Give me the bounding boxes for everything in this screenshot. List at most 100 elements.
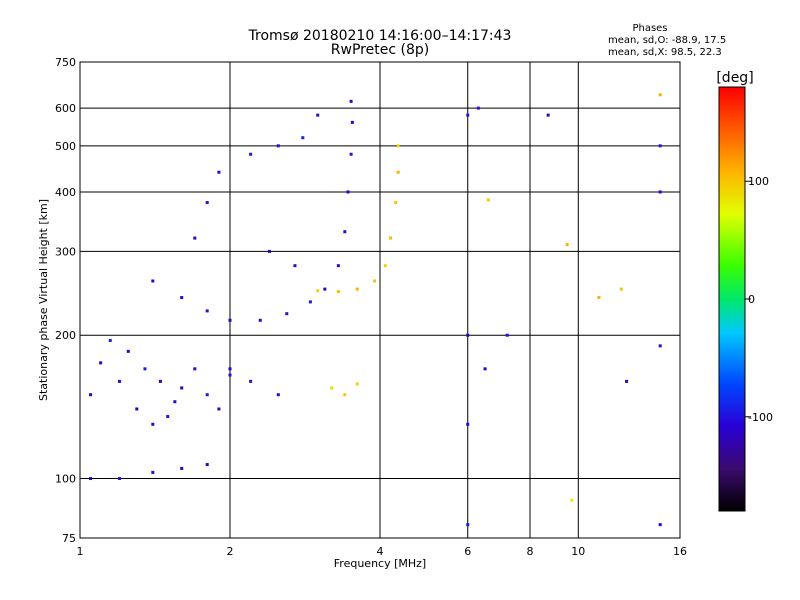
data-point	[249, 379, 253, 383]
data-point	[316, 113, 320, 117]
data-point	[383, 264, 387, 268]
data-point	[343, 393, 347, 397]
data-point	[205, 393, 209, 397]
data-point	[355, 287, 359, 291]
data-point	[308, 300, 312, 304]
data-point	[166, 414, 170, 418]
data-point	[349, 99, 353, 103]
x-tick-label: 8	[527, 545, 534, 558]
data-point	[466, 422, 470, 426]
y-tick-label: 400	[55, 186, 76, 199]
data-point	[276, 144, 280, 148]
data-point	[505, 333, 509, 337]
data-point	[173, 400, 177, 404]
data-point	[323, 287, 327, 291]
data-point	[117, 477, 121, 481]
chart-title: Tromsø 20180210 14:16:00–14:17:43	[248, 28, 512, 44]
x-tick-label: 10	[571, 545, 585, 558]
data-point	[466, 523, 470, 527]
data-point	[89, 393, 93, 397]
data-point	[285, 312, 289, 316]
y-tick-label: 750	[55, 56, 76, 69]
data-point	[396, 170, 400, 174]
data-point	[135, 407, 139, 411]
data-point	[228, 373, 232, 377]
info-line-x: mean, sd,X: 98.5, 22.3	[608, 47, 722, 58]
data-point	[597, 296, 601, 300]
data-point	[336, 264, 340, 268]
data-point	[249, 152, 253, 156]
data-point	[217, 407, 221, 411]
data-point	[151, 279, 155, 283]
data-point	[205, 201, 209, 205]
data-point	[228, 318, 232, 322]
data-point	[355, 382, 359, 386]
x-axis-ticks: 1 2 4 6 8 10 16	[77, 545, 688, 558]
colorbar-tick-label: 100	[748, 175, 769, 188]
data-point	[570, 498, 574, 502]
data-point	[466, 113, 470, 117]
data-point	[126, 349, 130, 353]
y-tick-label: 75	[62, 532, 76, 545]
data-point	[476, 106, 480, 110]
data-point	[301, 136, 305, 140]
data-point	[546, 113, 550, 117]
data-point	[658, 93, 662, 97]
colorbar-tick-label: 0	[748, 293, 755, 306]
x-tick-label: 6	[464, 545, 471, 558]
data-point	[205, 463, 209, 467]
colorbar	[718, 86, 746, 512]
colorbar-ticks: 100 0 -100	[745, 175, 773, 424]
info-heading: Phases	[632, 23, 667, 34]
data-point	[389, 236, 393, 240]
data-point	[373, 279, 377, 283]
data-point	[336, 290, 340, 294]
chart-subtitle: RwPretec (8p)	[331, 42, 429, 58]
data-point	[205, 309, 209, 313]
data-points	[89, 93, 662, 527]
y-tick-label: 500	[55, 140, 76, 153]
data-point	[228, 367, 232, 371]
data-point	[258, 318, 262, 322]
data-point	[396, 144, 400, 148]
data-point	[276, 393, 280, 397]
data-point	[625, 379, 629, 383]
data-point	[217, 170, 221, 174]
x-tick-label: 1	[77, 545, 84, 558]
data-point	[658, 523, 662, 527]
data-point	[99, 361, 103, 365]
x-tick-label: 16	[673, 545, 687, 558]
data-point	[346, 190, 350, 194]
y-tick-label: 200	[55, 329, 76, 342]
y-axis-label: Stationary phase Virtual Height [km]	[37, 199, 50, 401]
x-tick-label: 2	[227, 545, 234, 558]
data-point	[316, 289, 320, 293]
data-point	[158, 379, 162, 383]
data-point	[483, 367, 487, 371]
data-point	[658, 190, 662, 194]
data-point	[151, 470, 155, 474]
plot-area	[79, 61, 681, 539]
y-tick-label: 600	[55, 102, 76, 115]
data-point	[89, 477, 93, 481]
data-point	[180, 386, 184, 390]
data-point	[658, 144, 662, 148]
colorbar-label: [deg]	[716, 70, 753, 86]
data-point	[658, 344, 662, 348]
data-point	[117, 379, 121, 383]
colorbar-tick-label: -100	[748, 411, 773, 424]
data-point	[565, 243, 569, 247]
y-tick-label: 100	[55, 473, 76, 486]
data-point	[180, 296, 184, 300]
data-point	[293, 264, 297, 268]
data-point	[267, 249, 271, 253]
data-point	[349, 152, 353, 156]
data-point	[343, 230, 347, 234]
data-point	[193, 236, 197, 240]
data-point	[350, 120, 354, 124]
y-axis-ticks: 75 100 200 300 400 500 600 750	[55, 56, 76, 545]
x-axis-label: Frequency [MHz]	[334, 557, 426, 570]
x-tick-label: 4	[377, 545, 384, 558]
grid-lines	[80, 62, 680, 538]
